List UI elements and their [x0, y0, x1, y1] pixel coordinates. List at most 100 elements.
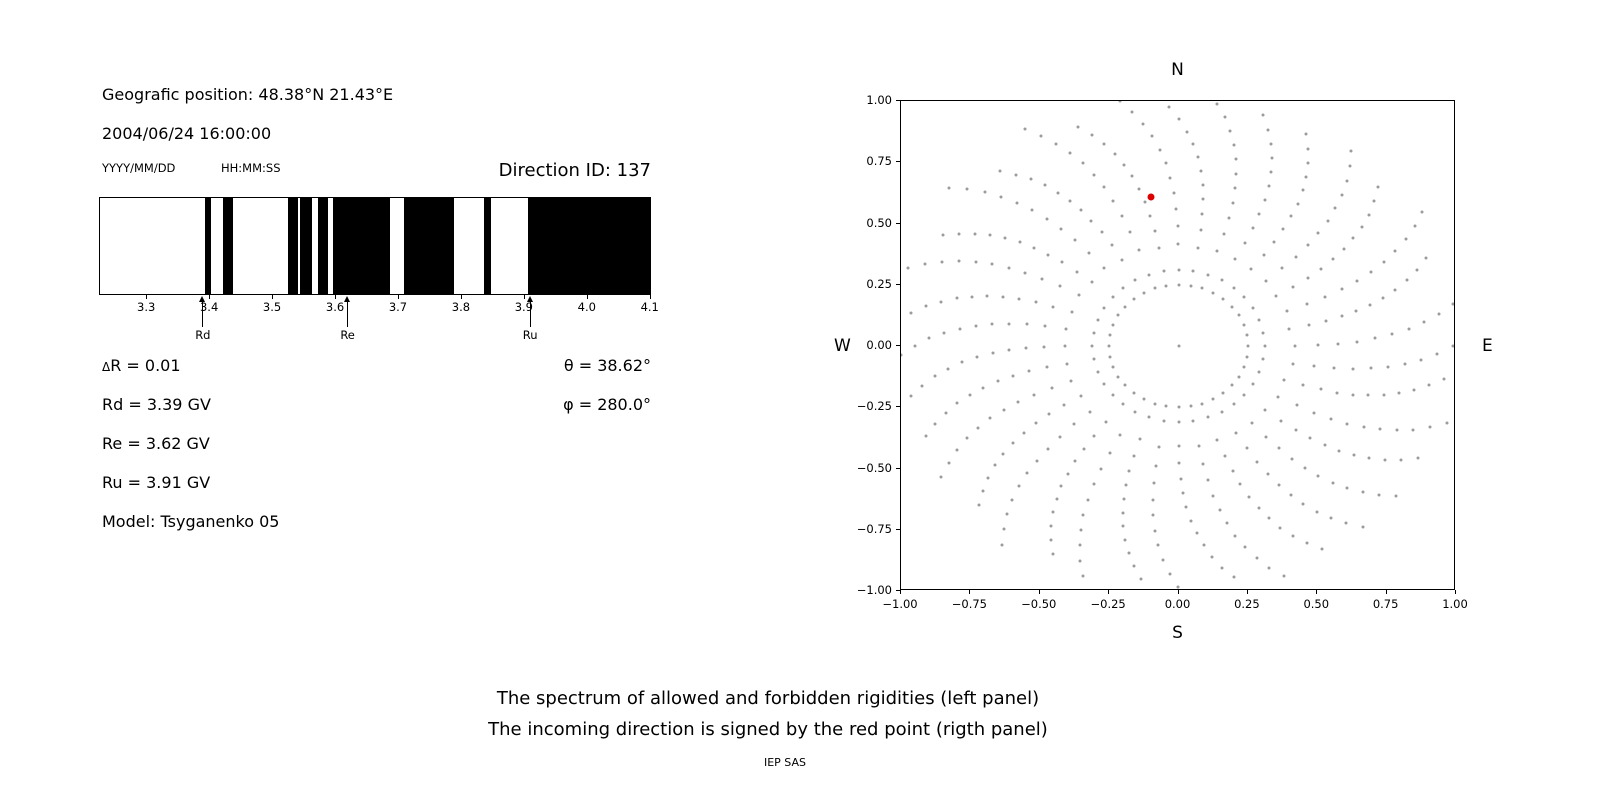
gray-dot: [942, 331, 946, 335]
gray-dot: [1176, 224, 1180, 228]
gray-dot: [957, 232, 961, 236]
forbidden-band: [333, 198, 390, 294]
gray-dot: [1111, 199, 1115, 203]
gray-dot: [933, 374, 937, 378]
delta-r-value: ΔR = 0.01: [102, 356, 181, 375]
gray-dot: [1377, 493, 1381, 497]
rigidity-axis: 3.3 3.4 3.5 3.6 3.7 3.8 3.9 4.0 4.1: [99, 295, 659, 329]
gray-dot: [1089, 219, 1093, 223]
gray-dot: [1141, 122, 1145, 126]
gray-dot: [1092, 434, 1096, 438]
gray-dot: [1151, 513, 1155, 517]
gray-dot: [1411, 428, 1415, 432]
gray-dot: [1189, 519, 1193, 523]
gray-dot: [1069, 379, 1073, 383]
x-tick-label: −0.50: [1021, 597, 1057, 611]
gray-dot: [1337, 449, 1341, 453]
gray-dot: [1257, 370, 1261, 374]
gray-dot: [1305, 302, 1309, 306]
gray-dot: [1201, 462, 1205, 466]
gray-dot: [940, 260, 944, 264]
gray-dot: [939, 300, 943, 304]
x-tick: [523, 295, 525, 299]
gray-dot: [1291, 285, 1295, 289]
forbidden-band: [204, 198, 211, 294]
gray-dot: [1206, 415, 1210, 419]
gray-dot: [1237, 313, 1241, 317]
gray-dot: [1092, 482, 1096, 486]
gray-dot: [1419, 358, 1423, 362]
gray-dot: [1242, 323, 1246, 327]
gray-dot: [1120, 258, 1124, 262]
gray-dot: [1087, 251, 1091, 255]
gray-dot: [965, 187, 969, 191]
gray-dot: [1049, 538, 1053, 542]
gray-dot: [1124, 483, 1128, 487]
gray-dot: [1373, 336, 1377, 340]
gray-dot: [1267, 184, 1270, 188]
gray-dot: [1023, 271, 1027, 275]
gray-dot: [1231, 469, 1235, 473]
caption-line-1: The spectrum of allowed and forbidden ri…: [496, 688, 1040, 709]
gray-dot: [1195, 531, 1199, 535]
gray-dot: [974, 324, 978, 328]
compass-south-label: S: [1172, 623, 1183, 643]
gray-dot: [1001, 295, 1005, 299]
gray-dot: [1022, 431, 1026, 435]
gray-dot: [1189, 404, 1193, 408]
gray-dot: [1002, 527, 1006, 531]
gray-dot: [1295, 403, 1299, 407]
gray-dot: [1032, 246, 1036, 250]
gray-dot: [1413, 224, 1416, 228]
gray-dot: [1107, 344, 1111, 348]
gray-dot: [1306, 243, 1310, 247]
y-tick-label: 1.00: [866, 93, 892, 107]
marker-label: Re: [340, 328, 355, 342]
gray-dot: [1289, 214, 1293, 218]
x-tick-label: 4.0: [577, 300, 596, 314]
gray-dot: [1040, 277, 1044, 281]
gray-dot: [1055, 497, 1058, 501]
y-tick: [896, 467, 900, 469]
gray-dot: [1090, 280, 1094, 284]
gray-dot: [981, 489, 985, 493]
gray-dot: [1102, 266, 1106, 270]
gray-dot: [1215, 102, 1219, 106]
gray-dot: [1096, 370, 1100, 374]
gray-dot: [1368, 303, 1372, 307]
gray-dot: [1068, 199, 1071, 203]
gray-dot: [1266, 128, 1270, 132]
gray-dot: [1025, 471, 1029, 475]
gray-dot: [999, 195, 1003, 199]
gray-dot: [1191, 419, 1195, 423]
gray-dot: [1177, 268, 1180, 272]
gray-dot: [1078, 559, 1082, 563]
gray-dot: [1345, 422, 1349, 426]
gray-dot: [968, 393, 972, 397]
gray-dot: [1354, 309, 1358, 313]
gray-dot: [1123, 305, 1127, 309]
y-tick-label: −1.00: [856, 583, 892, 597]
x-tick: [460, 295, 462, 299]
gray-dot: [1023, 127, 1027, 131]
gray-dot: [1269, 170, 1273, 174]
gray-dot: [1261, 331, 1265, 335]
gray-dot: [1070, 310, 1074, 314]
gray-dot: [1361, 525, 1365, 529]
gray-dot: [1108, 333, 1112, 337]
gray-dot: [1102, 142, 1106, 146]
x-tick: [146, 295, 148, 299]
gray-dot: [1399, 458, 1403, 462]
gray-dot: [1102, 382, 1106, 386]
gray-dot: [1050, 386, 1053, 390]
gray-dot: [1362, 425, 1366, 429]
gray-dot: [1139, 577, 1143, 581]
gray-dot: [1179, 477, 1183, 481]
gray-dot: [1206, 273, 1210, 277]
x-tick-label: 0.50: [1303, 597, 1330, 611]
forbidden-band: [222, 198, 233, 294]
gray-dot: [1232, 402, 1236, 406]
gray-dot: [1081, 574, 1085, 578]
geographic-position: Geografic position: 48.38°N 21.43°E: [102, 85, 394, 104]
gray-dot: [1307, 323, 1311, 327]
